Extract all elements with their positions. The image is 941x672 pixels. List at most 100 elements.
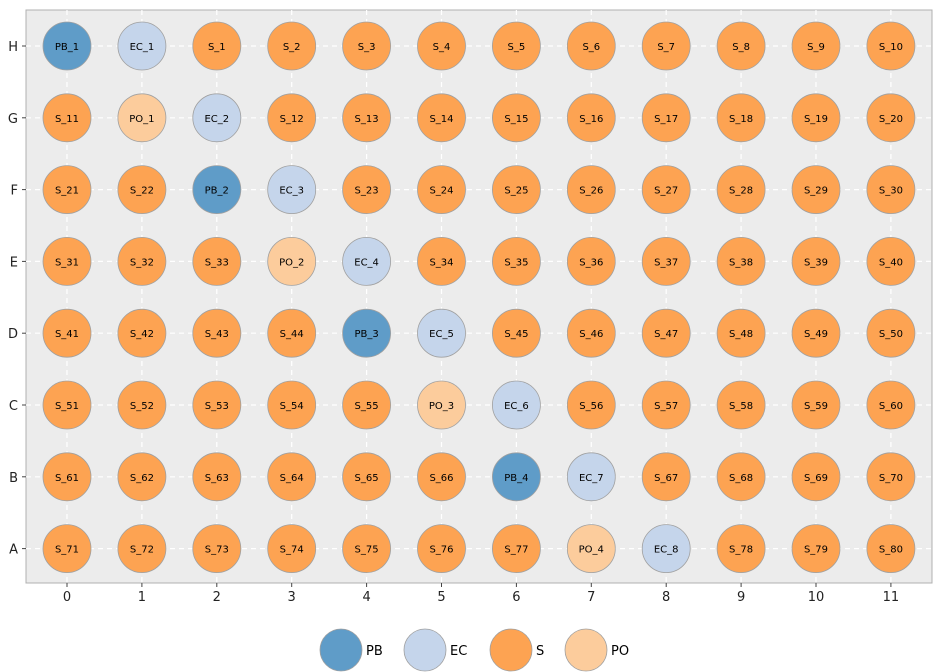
well-circle xyxy=(417,452,466,502)
well-marker: S_66 xyxy=(417,452,466,502)
well-label: EC_5 xyxy=(429,329,454,340)
well-circle xyxy=(117,165,167,215)
well-circle xyxy=(641,308,691,358)
well-label: S_66 xyxy=(429,473,453,484)
well-marker: S_44 xyxy=(267,308,317,358)
well-circle xyxy=(566,236,616,286)
well-marker: S_61 xyxy=(42,452,92,502)
well-marker: S_38 xyxy=(716,236,766,286)
well-marker: S_78 xyxy=(716,524,766,573)
well-marker: S_7 xyxy=(641,21,691,71)
well-label: S_57 xyxy=(654,401,678,412)
well-circle xyxy=(267,380,317,430)
well-label: S_39 xyxy=(804,257,828,268)
well-marker: S_45 xyxy=(492,308,541,358)
well-circle xyxy=(641,524,691,573)
well-circle xyxy=(716,308,766,358)
well-marker: S_27 xyxy=(641,165,691,215)
well-circle xyxy=(492,308,541,358)
well-circle xyxy=(492,452,541,502)
well-label: EC_3 xyxy=(279,186,304,197)
well-circle xyxy=(42,93,92,143)
well-label: PO_1 xyxy=(129,114,154,125)
well-label: S_26 xyxy=(579,186,603,197)
well-marker: EC_4 xyxy=(342,236,392,286)
well-circle xyxy=(267,165,317,215)
well-circle xyxy=(192,236,242,286)
well-circle xyxy=(866,165,916,215)
well-circle xyxy=(342,380,392,430)
well-label: S_67 xyxy=(654,473,678,484)
well-circle xyxy=(267,21,317,71)
well-label: S_35 xyxy=(504,257,528,268)
well-circle xyxy=(641,380,691,430)
well-circle xyxy=(641,452,691,502)
well-circle xyxy=(492,236,541,286)
well-circle xyxy=(791,93,841,143)
well-label: PO_2 xyxy=(279,257,304,268)
well-circle xyxy=(267,452,317,502)
well-circle xyxy=(866,308,916,358)
well-circle xyxy=(716,93,766,143)
well-label: S_41 xyxy=(55,329,79,340)
well-marker: S_2 xyxy=(267,21,317,71)
well-label: S_16 xyxy=(579,114,603,125)
legend-item: PB xyxy=(319,628,383,672)
well-marker: S_37 xyxy=(641,236,691,286)
well-marker: S_32 xyxy=(117,236,167,286)
well-marker: S_74 xyxy=(267,524,317,573)
well-circle xyxy=(192,380,242,430)
well-label: S_74 xyxy=(280,545,304,556)
well-label: S_72 xyxy=(130,545,154,556)
well-circle xyxy=(342,308,392,358)
well-marker: S_18 xyxy=(716,93,766,143)
well-marker: S_39 xyxy=(791,236,841,286)
well-marker: S_19 xyxy=(791,93,841,143)
well-label: S_21 xyxy=(55,186,79,197)
well-marker: S_62 xyxy=(117,452,167,502)
legend-label: EC xyxy=(450,644,467,659)
well-marker: S_5 xyxy=(492,21,541,71)
well-circle xyxy=(716,452,766,502)
well-label: PB_2 xyxy=(205,186,229,197)
well-marker: S_21 xyxy=(42,165,92,215)
well-circle xyxy=(267,308,317,358)
well-label: S_56 xyxy=(579,401,603,412)
well-label: S_18 xyxy=(729,114,753,125)
well-marker: S_73 xyxy=(192,524,242,573)
well-marker: S_14 xyxy=(417,93,466,143)
well-circle xyxy=(716,165,766,215)
legend: PB EC S PO xyxy=(319,628,629,672)
well-label: S_68 xyxy=(729,473,753,484)
well-label: S_3 xyxy=(358,42,376,53)
well-label: S_15 xyxy=(504,114,528,125)
well-circle xyxy=(866,21,916,71)
well-label: S_11 xyxy=(55,114,79,125)
well-marker: S_34 xyxy=(417,236,466,286)
well-label: S_58 xyxy=(729,401,753,412)
well-label: PO_4 xyxy=(579,545,604,556)
well-label: S_43 xyxy=(205,329,229,340)
well-circle xyxy=(342,165,392,215)
well-label: S_49 xyxy=(804,329,828,340)
well-marker: S_52 xyxy=(117,380,167,430)
legend-item: EC xyxy=(403,628,467,672)
well-label: EC_8 xyxy=(654,545,679,556)
well-marker: PO_3 xyxy=(417,380,466,430)
well-label: EC_4 xyxy=(354,257,379,268)
well-label: S_40 xyxy=(879,257,903,268)
well-circle xyxy=(492,165,541,215)
well-marker: S_28 xyxy=(716,165,766,215)
plot-background xyxy=(25,9,933,584)
well-marker: S_31 xyxy=(42,236,92,286)
well-marker: S_77 xyxy=(492,524,541,573)
well-marker: PB_1 xyxy=(42,21,92,71)
well-marker: S_51 xyxy=(42,380,92,430)
well-marker: S_17 xyxy=(641,93,691,143)
well-marker: S_48 xyxy=(716,308,766,358)
well-label: PB_1 xyxy=(55,42,79,53)
well-marker: S_67 xyxy=(641,452,691,502)
well-label: S_1 xyxy=(208,42,226,53)
well-marker: PB_3 xyxy=(342,308,392,358)
well-marker: EC_1 xyxy=(117,21,167,71)
